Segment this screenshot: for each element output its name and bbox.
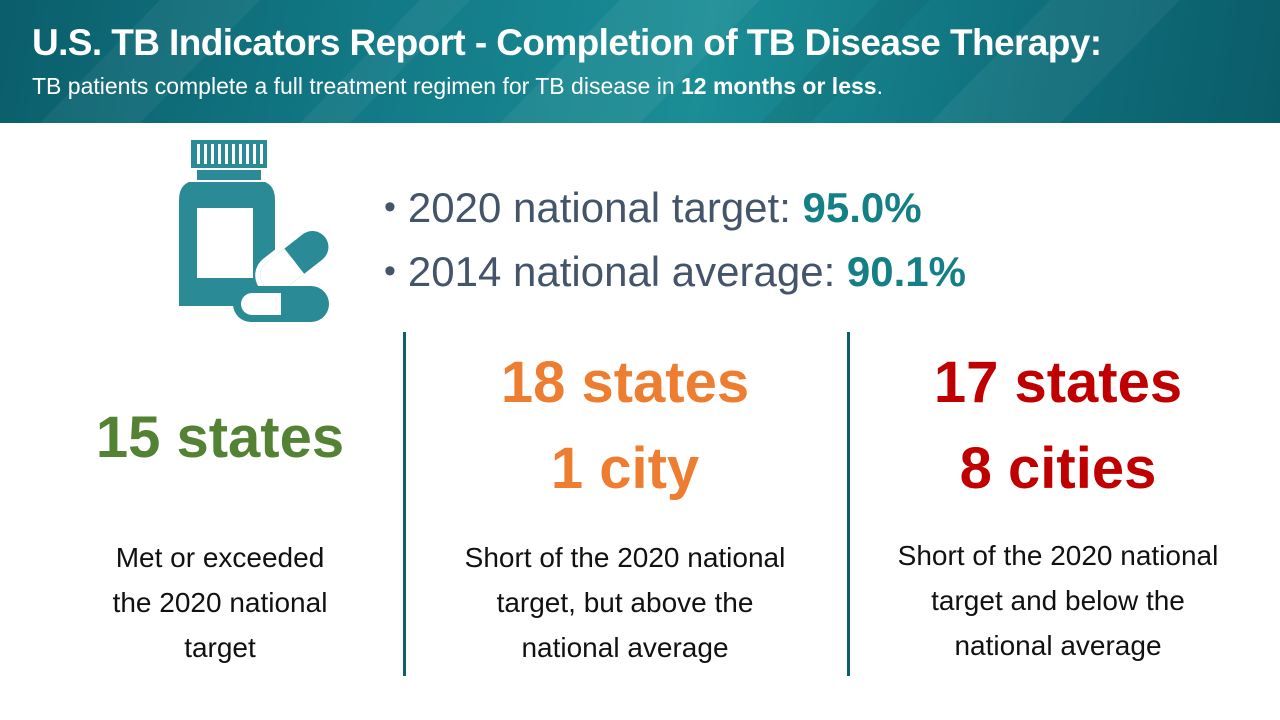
count-heading: 15 states xyxy=(95,405,345,470)
below-average-description: Short of the 2020 national target and be… xyxy=(852,533,1264,668)
below-average-column: 17 states 8 cities xyxy=(852,340,1264,512)
bullet: • xyxy=(384,252,396,290)
stat-national-target: • 2020 national target: 95.0% xyxy=(384,176,966,240)
description-line: the 2020 national xyxy=(112,587,328,618)
description-line: target and below the xyxy=(931,585,1185,616)
count-heading: 8 cities xyxy=(959,436,1157,501)
description-line: national average xyxy=(954,630,1162,661)
description-line: Short of the 2020 national xyxy=(897,540,1219,571)
description-line: Met or exceeded xyxy=(115,542,325,573)
page-subtitle: TB patients complete a full treatment re… xyxy=(32,73,883,99)
met-target-description: Met or exceeded the 2020 national target xyxy=(40,535,400,670)
count-heading: 18 states xyxy=(500,350,750,415)
above-average-column: 18 states 1 city xyxy=(410,340,840,512)
met-target-column: 15 states xyxy=(40,395,400,481)
column-divider xyxy=(847,332,850,676)
stat-label: 2020 national target: xyxy=(407,184,803,231)
stat-label: 2014 national average: xyxy=(407,248,847,295)
column-divider xyxy=(403,332,406,676)
page-title: U.S. TB Indicators Report - Completion o… xyxy=(32,22,1102,63)
banner-decoration xyxy=(40,0,1180,123)
stats-list: • 2020 national target: 95.0% • 2014 natio… xyxy=(384,176,966,304)
description-line: target xyxy=(184,632,256,663)
description-line: target, but above the xyxy=(496,587,754,618)
stat-national-average: • 2014 national average: 90.1% xyxy=(384,240,966,304)
description-line: national average xyxy=(521,632,729,663)
header-banner: U.S. TB Indicators Report - Completion o… xyxy=(0,0,1280,123)
count-heading: 1 city xyxy=(550,436,700,501)
description-line: Short of the 2020 national xyxy=(464,542,786,573)
stat-value: 90.1% xyxy=(846,248,967,295)
above-average-description: Short of the 2020 national target, but a… xyxy=(410,535,840,670)
stat-value: 95.0% xyxy=(802,184,922,231)
bullet: • xyxy=(384,188,396,226)
medicine-bottle-and-capsule-icon xyxy=(175,138,335,328)
count-heading: 17 states xyxy=(933,350,1183,415)
